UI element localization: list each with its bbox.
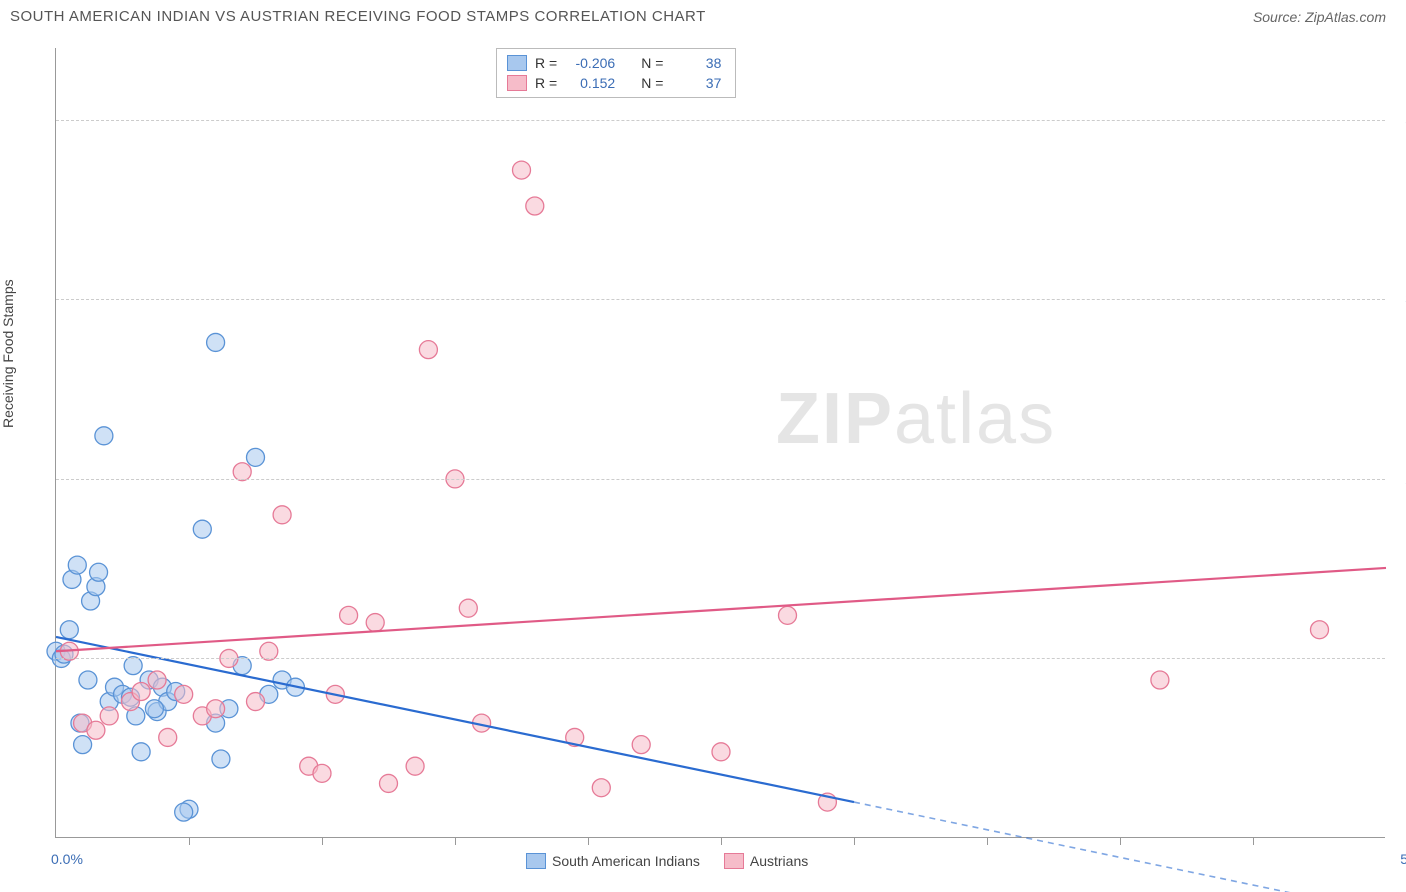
legend-item-series1: South American Indians	[526, 853, 700, 869]
series-legend: South American Indians Austrians	[526, 853, 808, 869]
chart-header: SOUTH AMERICAN INDIAN VS AUSTRIAN RECEIV…	[0, 0, 1406, 33]
watermark-text: ZIPatlas	[776, 378, 1056, 460]
scatter-plot-svg	[56, 48, 356, 198]
xtick	[1120, 837, 1121, 845]
gridline	[56, 120, 1385, 121]
gridline	[56, 658, 1385, 659]
xtick	[455, 837, 456, 845]
gridline	[56, 299, 1385, 300]
xtick	[322, 837, 323, 845]
chart-title: SOUTH AMERICAN INDIAN VS AUSTRIAN RECEIV…	[10, 8, 706, 25]
y-axis-label: Receiving Food Stamps	[0, 279, 16, 428]
swatch-series2b-icon	[724, 853, 744, 869]
xtick	[1253, 837, 1254, 845]
chart-source: Source: ZipAtlas.com	[1253, 9, 1386, 25]
xtick	[987, 837, 988, 845]
legend-row-series2: R = 0.152 N = 37	[507, 73, 725, 93]
gridline	[56, 479, 1385, 480]
chart-plot-area: ZIPatlas R = -0.206 N = 38 R = 0.152 N =…	[55, 48, 1385, 838]
swatch-series2-icon	[507, 75, 527, 91]
legend-item-series2: Austrians	[724, 853, 808, 869]
swatch-series1b-icon	[526, 853, 546, 869]
xtick	[854, 837, 855, 845]
xtick	[588, 837, 589, 845]
xtick	[189, 837, 190, 845]
x-axis-min-label: 0.0%	[51, 851, 83, 867]
swatch-series1-icon	[507, 55, 527, 71]
correlation-legend: R = -0.206 N = 38 R = 0.152 N = 37	[496, 48, 736, 98]
xtick	[721, 837, 722, 845]
x-axis-max-label: 50.0%	[1400, 851, 1406, 867]
legend-row-series1: R = -0.206 N = 38	[507, 53, 725, 73]
